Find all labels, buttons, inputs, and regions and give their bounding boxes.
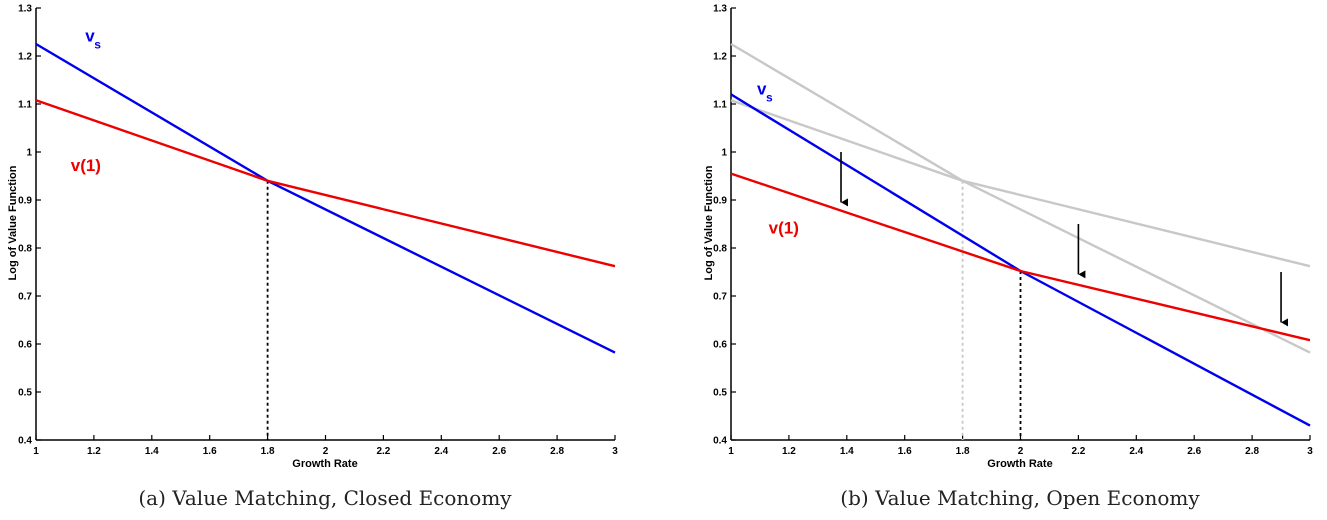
x-tick-label-a: 2.8 <box>550 446 564 457</box>
x-tick-label-a: 2.4 <box>434 446 448 457</box>
y-tick-label-a: 0.7 <box>18 292 32 303</box>
y-tick-label-b: 1.3 <box>713 4 727 15</box>
y-tick-label-a: 0.9 <box>18 196 32 207</box>
x-tick-label-a: 1.8 <box>261 446 275 457</box>
series-label-sub-v-s-a: s <box>94 38 101 52</box>
chart-panel-closed-economy: 1 1.2 1.4 1.6 1.8 2 2.2 2.4 2.6 2.8 3 0.4 0.5 0.6 0.7 0… <box>7 4 618 511</box>
series-label-v-s-b: v <box>757 79 767 98</box>
y-tick-label-b: 0.7 <box>713 292 727 303</box>
plot-area-a: 1 1.2 1.4 1.6 1.8 2 2.2 2.4 2.6 2.8 3 0.4 0.5 0.6 0.7 0… <box>18 4 618 458</box>
y-tick-label-a: 1.3 <box>18 4 32 15</box>
x-tick-label-a: 2.2 <box>376 446 390 457</box>
x-axis-label-a: Growth Rate <box>292 458 357 470</box>
y-tick-label-b: 0.8 <box>713 244 727 255</box>
series-line-v-1-a <box>35 99 616 268</box>
caption-b: (b) Value Matching, Open Economy <box>840 486 1200 510</box>
y-tick-label-b: 1 <box>721 148 727 159</box>
x-axis-label-b: Growth Rate <box>987 458 1052 470</box>
x-tick-label-b: 2.6 <box>1187 446 1201 457</box>
x-tick-label-b: 1.4 <box>840 446 854 457</box>
x-tick-label-b: 1.6 <box>898 446 912 457</box>
series-label-sub-v-s-b: s <box>766 90 773 104</box>
y-tick-label-b: 0.5 <box>713 388 727 399</box>
y-tick-label-a: 1 <box>26 148 32 159</box>
y-tick-label-a: 0.4 <box>18 436 32 447</box>
x-tick-label-a: 2.6 <box>492 446 506 457</box>
x-tick-label-a: 1.4 <box>145 446 159 457</box>
x-tick-label-b: 1.8 <box>956 446 970 457</box>
y-tick-label-b: 0.4 <box>713 436 727 447</box>
series-label-v-s-a: v <box>85 27 95 46</box>
plot-area-b: 1 1.2 1.4 1.6 1.8 2 2.2 2.4 2.6 2.8 3 0.4 0.5 0.6 0.7 0… <box>713 4 1313 458</box>
series-line-v-s-a <box>35 42 616 354</box>
series-label-v-1-b: v(1) <box>769 219 799 238</box>
x-tick-label-b: 1.2 <box>782 446 796 457</box>
x-tick-label-b: 2 <box>1018 446 1024 457</box>
chart-panel-open-economy: 1 1.2 1.4 1.6 1.8 2 2.2 2.4 2.6 2.8 3 0.4 0.5 0.6 0.7 0… <box>703 4 1313 511</box>
y-axis-label-a: Log of Value Function <box>7 165 19 280</box>
y-tick-label-b: 1.1 <box>713 100 727 111</box>
series-line-v-s-closed-b <box>730 42 1311 354</box>
y-tick-label-b: 1.2 <box>713 52 727 63</box>
series-line-v-1-b <box>730 172 1311 342</box>
x-tick-label-b: 1 <box>728 446 734 457</box>
series-line-v-1-closed-b <box>730 99 1311 268</box>
x-tick-label-b: 2.8 <box>1245 446 1259 457</box>
y-tick-label-b: 0.6 <box>713 340 727 351</box>
x-tick-label-a: 1.6 <box>203 446 217 457</box>
y-tick-label-a: 1.1 <box>18 100 32 111</box>
y-tick-label-a: 0.5 <box>18 388 32 399</box>
y-axis-label-b: Log of Value Function <box>703 165 715 280</box>
series-label-v-1-a: v(1) <box>71 156 101 175</box>
x-tick-label-a: 2 <box>323 446 329 457</box>
x-tick-label-a: 3 <box>612 446 618 457</box>
x-tick-label-b: 3 <box>1307 446 1313 457</box>
x-tick-label-b: 2.4 <box>1129 446 1143 457</box>
caption-a: (a) Value Matching, Closed Economy <box>138 486 512 510</box>
y-tick-label-b: 0.9 <box>713 196 727 207</box>
x-tick-label-a: 1 <box>33 446 39 457</box>
y-tick-label-a: 0.6 <box>18 340 32 351</box>
y-tick-label-a: 0.8 <box>18 244 32 255</box>
y-tick-label-a: 1.2 <box>18 52 32 63</box>
x-tick-label-b: 2.2 <box>1071 446 1085 457</box>
x-tick-label-a: 1.2 <box>87 446 101 457</box>
